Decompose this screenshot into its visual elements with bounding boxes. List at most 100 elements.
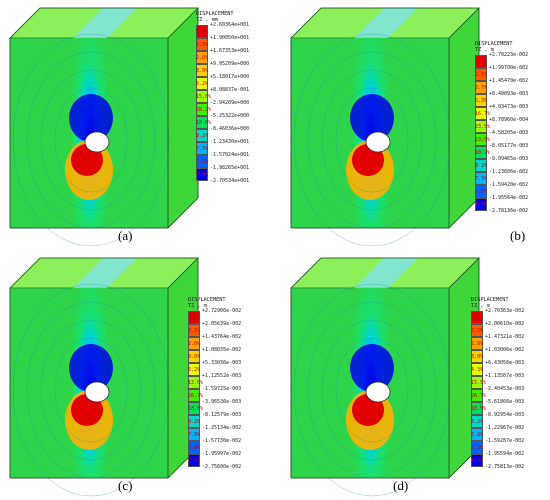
legend-swatch <box>475 159 487 173</box>
contour-line <box>54 87 128 193</box>
legend-swatch-row: 7.9% <box>188 441 225 455</box>
edge-line <box>448 7 480 39</box>
legend: DISPLACEMENT TZ , m 5.0% 2.5% 2.0% 3.0% 4.3%… <box>471 297 524 470</box>
legend-percentage: 15.0% <box>196 93 212 100</box>
legend-swatch-row: 5.0% <box>196 25 233 39</box>
legend-percentage: 3.0% <box>471 353 484 360</box>
legend-percentage: 7.3% <box>475 175 488 182</box>
legend-percentage: 5.0% <box>471 314 484 321</box>
upward-zone <box>69 344 113 392</box>
legend-percentage: 23.5% <box>475 136 491 143</box>
legend-percentage: 7.3% <box>196 145 209 152</box>
legend-swatch <box>188 441 200 455</box>
legend-percentage: 3.0% <box>196 67 209 74</box>
legend-tick-label: +1.08035e-002 <box>202 347 242 354</box>
legend-percentage: 16.7% <box>475 110 491 117</box>
contour-line <box>335 87 409 193</box>
legend-swatch <box>196 142 208 156</box>
legend-swatch <box>475 198 487 212</box>
legend-title: DISPLACEMENT TZ , m <box>475 41 513 53</box>
legend-swatch-row: 16.7% <box>475 107 512 121</box>
legend-tick-label: +1.90050e+001 <box>210 35 250 42</box>
legend-swatch <box>471 337 483 351</box>
edge-line <box>448 257 480 289</box>
legend-swatch-row: 7.3% <box>471 441 508 455</box>
legend-title: DISPLACEMENT TZ , m <box>188 297 226 309</box>
cut-top <box>73 8 137 38</box>
legend-swatch-row: 10.2% <box>475 146 512 160</box>
legend-percentage: 7.9% <box>188 444 201 451</box>
legend-swatch-row: 7.3% <box>196 155 233 169</box>
caption: (c) <box>118 478 133 493</box>
legend-tick-label: -2.94209e+000 <box>210 100 250 107</box>
legend-tick-label: +8.40093e-003 <box>489 91 529 98</box>
legend-tick-label: -8.05177e-003 <box>489 143 529 150</box>
legend-swatch <box>196 103 208 117</box>
legend-swatch-row: 10.5% <box>471 402 508 416</box>
legend-percentage: 7.3% <box>188 457 201 464</box>
legend-swatch-row: 2.7% <box>475 81 512 95</box>
legend-swatch-row: 15.0% <box>196 90 233 104</box>
legend-tick-label: -1.59725e-003 <box>202 386 242 393</box>
legend-swatch-row: 13.0% <box>188 376 225 390</box>
legend-swatch-row: 5.3% <box>475 94 512 108</box>
legend-tick-label: +1.67353e+001 <box>210 48 250 55</box>
legend: DISPLACEMENT TZ , m 5.0% 2.5% 2.0% 3.0% 5.2%… <box>188 297 241 470</box>
legend-swatch <box>196 129 208 143</box>
legend-swatch-row: 7.3% <box>471 454 508 468</box>
legend-swatch-row: 3.2% <box>475 55 512 69</box>
legend-swatch-row: 23.5% <box>475 120 512 134</box>
legend-swatch <box>475 185 487 199</box>
legend-swatch-row: 23.5% <box>475 133 512 147</box>
legend-tick-label: +1.13507e-003 <box>485 373 525 380</box>
tunnel-opening <box>365 381 391 403</box>
legend-swatch-row: 7.3% <box>188 454 225 468</box>
legend-tick-label: -8.46036e+000 <box>210 126 250 133</box>
legend-swatch <box>471 376 483 390</box>
upward-zone <box>69 94 113 142</box>
legend-swatch <box>188 311 200 325</box>
cut-top <box>354 258 418 288</box>
legend-swatch <box>188 363 200 377</box>
legend-swatch-row: 5.0% <box>188 311 225 325</box>
legend-swatch-row: 2.0% <box>471 337 508 351</box>
legend-tick-label: +2.70363e-002 <box>485 308 525 315</box>
legend-percentage: 3.0% <box>188 353 201 360</box>
legend-tick-label: +2.70223e-002 <box>489 52 529 59</box>
side-face <box>167 7 199 229</box>
legend-swatch-row: 7.3% <box>196 142 233 156</box>
legend-swatch <box>196 168 208 182</box>
legend-tick-label: +2.60364e+001 <box>210 22 250 29</box>
legend-swatch-row: 5.2% <box>196 77 233 91</box>
legend-swatch <box>196 25 208 39</box>
legend-swatch <box>471 402 483 416</box>
legend-percentage: 28.2% <box>196 106 212 113</box>
legend-swatch-row: 2.5% <box>188 324 225 338</box>
legend: DISPLACEMENT TZ , m 3.2% 2.5% 2.7% 5.3% 16.7… <box>475 41 528 214</box>
legend-tick-label: -1.95594e-002 <box>485 451 525 458</box>
panel-c: DISPLACEMENT TZ , m 5.0% 2.5% 2.0% 3.0% 5.2%… <box>0 250 275 500</box>
legend-swatch-row: 2.0% <box>196 51 233 65</box>
legend-swatch <box>196 116 208 130</box>
legend-tick-label: -8.12579e-003 <box>202 412 242 419</box>
legend-swatch <box>471 350 483 364</box>
legend-tick-label: -9.09465e-003 <box>489 156 529 163</box>
legend-swatch <box>188 402 200 416</box>
legend-percentage: 7.9% <box>471 431 484 438</box>
legend-swatch-row: 3.0% <box>471 350 508 364</box>
cut-top <box>73 258 137 288</box>
legend-tick-label: -8.92954e-003 <box>485 412 525 419</box>
legend-swatch-row: 5.2% <box>188 363 225 377</box>
legend-tick-label: -2.75813e-002 <box>485 464 525 471</box>
legend-tick-label: -1.98265e+001 <box>210 165 250 172</box>
legend-percentage: 7.3% <box>471 457 484 464</box>
legend-swatch <box>475 81 487 95</box>
legend-swatch <box>188 337 200 351</box>
legend-tick-label: -4.58205e-003 <box>489 130 529 137</box>
legend-percentage: 5.2% <box>188 366 201 373</box>
contour-line <box>54 337 128 443</box>
block-model <box>9 257 199 497</box>
legend-tick-label: +5.33036e-003 <box>202 360 242 367</box>
legend-swatch <box>471 428 483 442</box>
legend-swatch <box>188 350 200 364</box>
